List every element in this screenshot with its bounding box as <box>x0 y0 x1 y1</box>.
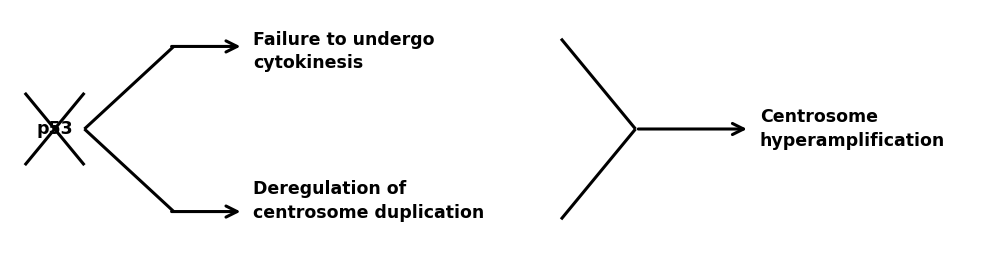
Text: Failure to undergo
cytokinesis: Failure to undergo cytokinesis <box>253 31 435 72</box>
Text: Centrosome
hyperamplification: Centrosome hyperamplification <box>760 108 945 150</box>
Text: Deregulation of
centrosome duplication: Deregulation of centrosome duplication <box>253 180 485 222</box>
Text: p53: p53 <box>37 120 72 138</box>
